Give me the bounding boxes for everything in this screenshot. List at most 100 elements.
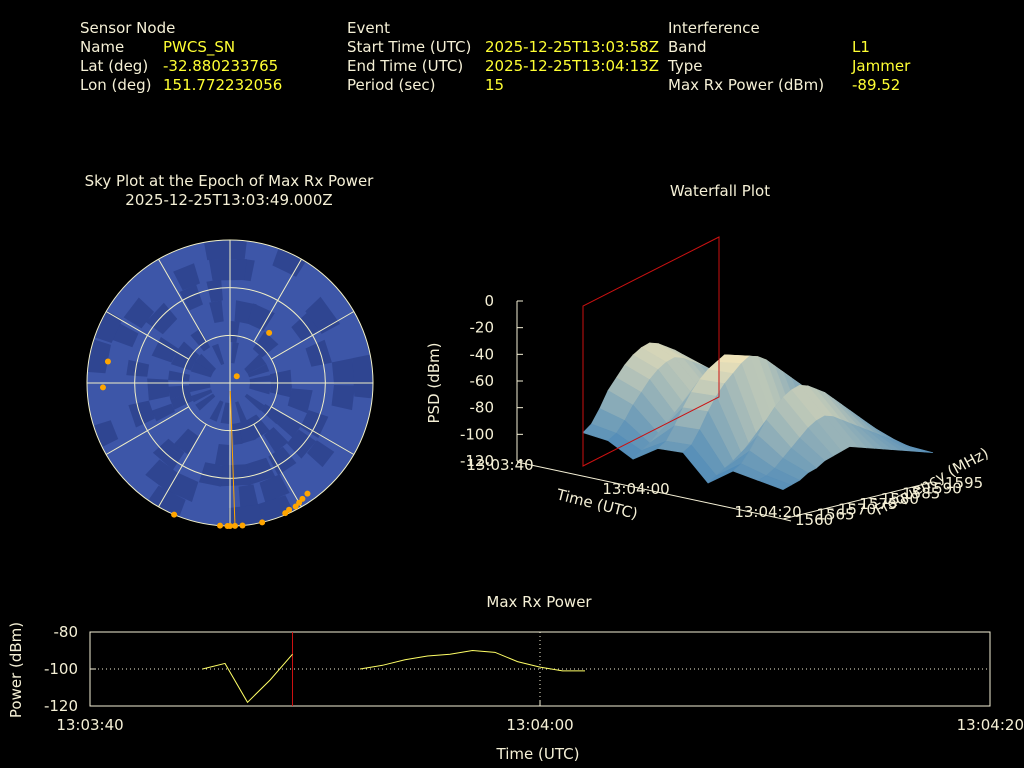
power-y-tick-label: -100 — [44, 660, 78, 678]
sky-mask-block — [151, 403, 176, 422]
sky-mask-block — [190, 360, 214, 378]
sky-mask-block — [146, 485, 186, 520]
sky-mask-block — [263, 427, 289, 453]
sky-mask-block — [208, 259, 247, 281]
sky-mask-block — [214, 443, 230, 466]
sky-mask-block — [287, 388, 313, 414]
satellite-point — [286, 506, 293, 513]
sky-mask-block — [259, 474, 290, 503]
z-tick-label: -20 — [470, 319, 495, 337]
azimuth-spoke — [158, 424, 207, 508]
waterfall-time-marker — [582, 236, 720, 467]
sky-plot-subtitle: 2025-12-25T13:03:49.000Z — [125, 191, 332, 209]
start-time-value: 2025-12-25T13:03:58Z — [485, 38, 659, 56]
sky-mask-block — [209, 400, 224, 422]
power-series — [202, 649, 585, 704]
sky-mask-block — [191, 389, 213, 403]
frequency-tick — [782, 518, 792, 522]
time-tick-label: 13:04:00 — [602, 480, 669, 498]
satellite-markers — [99, 329, 311, 529]
sky-mask-block — [228, 504, 264, 526]
frequency-tick-label: 1585 — [902, 485, 940, 503]
azimuth-spoke — [105, 311, 189, 360]
frequency-tick-label: 1570 — [838, 500, 876, 518]
max-power-value: -89.52 — [852, 76, 901, 94]
frequency-axis-line — [782, 481, 934, 520]
sky-mask-block — [291, 312, 320, 341]
waterfall-plot: Waterfall Plot 0-20-40-60-80-100-12013:0… — [425, 182, 992, 529]
power-x-tick-label: 13:03:40 — [56, 716, 123, 734]
sky-mask-block — [206, 279, 223, 303]
frequency-tick — [911, 486, 920, 490]
sky-mask-pattern — [87, 240, 373, 526]
sky-mask-block — [173, 428, 199, 455]
z-tick-label: -40 — [470, 345, 495, 363]
sky-mask-block — [272, 245, 308, 277]
satellite-point — [239, 522, 246, 529]
sky-mask-block — [168, 370, 190, 382]
azimuth-spoke — [253, 258, 302, 342]
period-label: Period (sec) — [347, 76, 436, 94]
frequency-tick-label: 1560 — [795, 511, 833, 529]
satellite-point — [304, 490, 311, 497]
sky-mask-block — [220, 402, 230, 424]
band-value: L1 — [852, 38, 870, 56]
power-x-tick-label: 13:04:00 — [506, 716, 573, 734]
lat-value: -32.880233765 — [163, 57, 279, 75]
time-axis-line — [516, 461, 784, 520]
power-y-label: Power (dBm) — [7, 622, 25, 718]
frequency-tick — [825, 507, 834, 511]
frequency-tick-label: 1580 — [881, 490, 919, 508]
z-tick-label: -60 — [470, 372, 495, 390]
type-label: Type — [668, 57, 703, 75]
start-time-label: Start Time (UTC) — [347, 38, 472, 56]
sky-mask-block — [268, 446, 297, 476]
z-tick-label: 0 — [484, 292, 494, 310]
satellite-point — [266, 329, 273, 336]
sky-mask-block — [247, 364, 270, 378]
frequency-tick-label: 1595 — [945, 474, 983, 492]
satellite-point — [292, 503, 299, 510]
power-plot-title: Max Rx Power — [486, 593, 592, 611]
azimuth-spoke — [158, 258, 207, 342]
sky-mask-block — [170, 393, 194, 410]
sky-mask-block — [123, 297, 155, 329]
sensor-node-heading: Sensor Node — [80, 19, 176, 37]
sky-mask-block — [244, 457, 276, 486]
sky-mask-block — [276, 414, 302, 438]
sky-mask-block — [91, 308, 123, 344]
satellite-point — [171, 511, 178, 518]
power-y-tick-label: -80 — [54, 623, 79, 641]
frequency-tick-label: 1590 — [924, 479, 962, 497]
sky-mask-block — [211, 343, 225, 366]
event-heading: Event — [347, 19, 390, 37]
satellite-point — [259, 519, 266, 526]
frequency-tick — [890, 492, 899, 496]
waterfall-title: Waterfall Plot — [670, 182, 770, 200]
sky-mask-block — [231, 342, 239, 364]
sky-mask-block — [165, 471, 199, 503]
frequency-tick — [847, 502, 856, 506]
sky-mask-block — [252, 495, 295, 526]
z-tick-label: -120 — [460, 452, 494, 470]
frequency-tick — [868, 497, 877, 501]
time-tick-label: 13:03:40 — [466, 456, 533, 474]
waterfall-z-label: PSD (dBm) — [425, 342, 443, 423]
sky-mask-block — [331, 358, 355, 385]
frequency-tick-label: 1575 — [859, 495, 897, 513]
satellite-point — [217, 522, 224, 529]
lon-label: Lon (deg) — [80, 76, 152, 94]
sky-plot-title: Sky Plot at the Epoch of Max Rx Power — [85, 172, 375, 190]
end-time-value: 2025-12-25T13:04:13Z — [485, 57, 659, 75]
sky-mask-block — [331, 384, 355, 411]
sky-mask-block — [209, 300, 224, 323]
sky-mask-block — [189, 383, 211, 393]
sky-mask-block — [190, 328, 211, 352]
sky-mask-block — [179, 284, 203, 311]
sky-mask-block — [235, 401, 247, 423]
time-tick-label: 13:04:20 — [734, 503, 801, 521]
sky-mask-block — [173, 263, 201, 291]
psd-surface-cell — [757, 475, 793, 490]
power-x-tick-label: 13:04:20 — [957, 716, 1024, 734]
